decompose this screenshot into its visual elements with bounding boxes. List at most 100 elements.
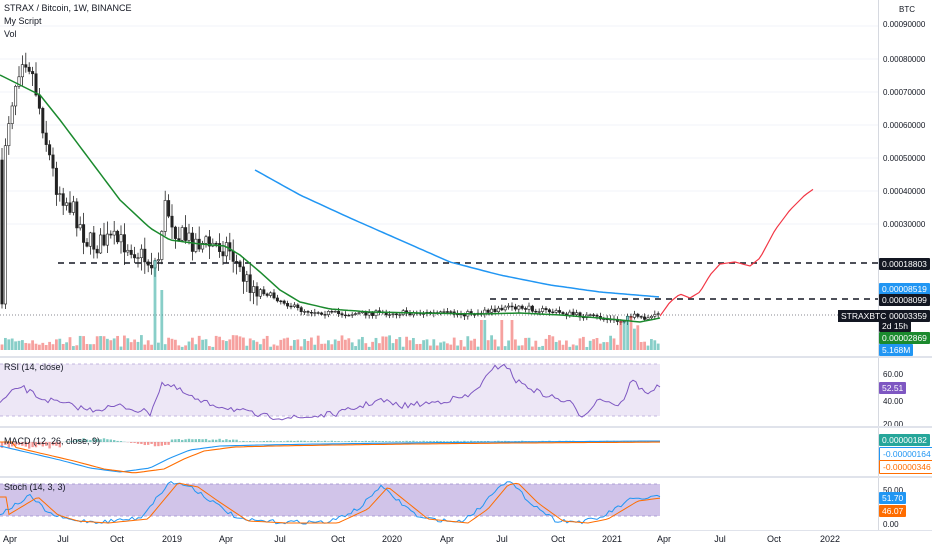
volume-bar bbox=[596, 338, 599, 350]
symbol-title: STRAX / Bitcoin, 1W, BINANCE bbox=[4, 3, 132, 13]
macd-histogram-bar bbox=[280, 441, 282, 442]
candle-body bbox=[314, 313, 316, 314]
volume-bar bbox=[171, 339, 174, 350]
candle-body bbox=[524, 308, 526, 309]
volume-bar bbox=[303, 339, 306, 350]
macd-histogram-bar bbox=[144, 442, 146, 445]
volume-bar bbox=[72, 346, 75, 350]
volume-bar bbox=[18, 341, 21, 350]
volume-bar bbox=[38, 345, 41, 350]
macd-histogram-bar bbox=[307, 441, 309, 442]
candle-body bbox=[511, 306, 513, 307]
macd-pane[interactable]: MACD (12, 26, close, 9) bbox=[0, 428, 878, 476]
rsi-band bbox=[0, 364, 660, 416]
macd-histogram-bar bbox=[436, 441, 438, 442]
candle-body bbox=[99, 235, 101, 253]
volume-bar bbox=[249, 338, 252, 350]
time-axis[interactable] bbox=[0, 530, 932, 551]
rsi-axis[interactable]: 60.00 40.00 20.00 52.51 bbox=[878, 358, 932, 426]
volume-bar bbox=[133, 340, 136, 350]
macd-histogram-bar bbox=[178, 439, 180, 442]
candle-body bbox=[331, 311, 333, 312]
candle-body bbox=[487, 310, 489, 312]
volume-bar bbox=[164, 344, 167, 350]
candle-body bbox=[307, 311, 309, 312]
candle-body bbox=[303, 311, 305, 312]
volume-bar bbox=[361, 337, 364, 350]
macd-histogram-bar bbox=[341, 441, 343, 442]
macd-histogram-bar bbox=[130, 442, 132, 443]
macd-histogram-bar bbox=[174, 439, 176, 442]
volume-bar bbox=[419, 344, 422, 350]
script-legend: My Script bbox=[4, 16, 42, 26]
stoch-axis[interactable]: 50.00 0.00 51.70 46.07 bbox=[878, 478, 932, 530]
macd-histogram-bar bbox=[113, 440, 115, 442]
volume-bar bbox=[154, 260, 157, 350]
volume-bar bbox=[538, 347, 541, 350]
stoch-pane[interactable]: Stoch (14, 3, 3) bbox=[0, 478, 878, 530]
stoch-chart[interactable] bbox=[0, 478, 878, 530]
macd-histogram-bar bbox=[426, 441, 428, 442]
price-chart[interactable] bbox=[0, 0, 878, 356]
volume-bar bbox=[402, 347, 405, 350]
candle-body bbox=[518, 306, 520, 309]
volume-bar bbox=[235, 335, 238, 350]
volume-bar bbox=[177, 345, 180, 350]
candle-body bbox=[395, 314, 397, 315]
rsi-pane[interactable]: RSI (14, close) bbox=[0, 358, 878, 426]
candle-body bbox=[572, 312, 574, 315]
volume-bar bbox=[35, 344, 38, 350]
candle-body bbox=[164, 200, 166, 231]
macd-histogram-bar bbox=[297, 441, 299, 442]
macd-histogram-bar bbox=[402, 441, 404, 442]
macd-chart[interactable] bbox=[0, 428, 878, 476]
price-pane[interactable]: STRAX / Bitcoin, 1W, BINANCE My Script V… bbox=[0, 0, 878, 356]
rsi-tick: 60.00 bbox=[883, 370, 903, 379]
candle-body bbox=[31, 71, 33, 73]
macd-histogram-bar bbox=[385, 441, 387, 442]
macd-signal-tag: -0.00000346 bbox=[879, 460, 932, 474]
macd-histogram-bar bbox=[263, 441, 265, 442]
candle-body bbox=[463, 315, 465, 316]
macd-histogram-bar bbox=[137, 442, 139, 444]
rsi-chart[interactable] bbox=[0, 358, 878, 426]
candle-body bbox=[157, 260, 159, 261]
candle-body bbox=[341, 314, 343, 315]
volume-bar bbox=[116, 336, 119, 350]
macd-histogram-bar bbox=[140, 442, 142, 444]
macd-histogram-bar bbox=[215, 440, 217, 442]
price-tick: 0.00050000 bbox=[883, 154, 925, 163]
volume-bar bbox=[28, 343, 31, 350]
volume-bar bbox=[201, 340, 204, 350]
volume-bar bbox=[188, 342, 191, 350]
candle-body bbox=[48, 145, 50, 155]
macd-histogram-bar bbox=[171, 440, 173, 442]
volume-bar bbox=[497, 346, 500, 350]
candle-body bbox=[232, 251, 234, 261]
rsi-tick: 40.00 bbox=[883, 397, 903, 406]
candle-body bbox=[300, 308, 302, 312]
volume-bar bbox=[198, 336, 201, 350]
candle-body bbox=[555, 310, 557, 312]
volume-bar bbox=[385, 337, 388, 350]
price-tick: 0.00090000 bbox=[883, 20, 925, 29]
macd-histogram-bar bbox=[310, 441, 312, 442]
volume-bar bbox=[405, 337, 408, 350]
green-moving-average bbox=[0, 75, 660, 322]
volume-bar bbox=[31, 340, 34, 350]
volume-bar bbox=[222, 340, 225, 350]
volume-bar bbox=[96, 336, 99, 350]
volume-bar bbox=[208, 346, 211, 350]
candle-body bbox=[263, 290, 265, 294]
candle-body bbox=[184, 228, 186, 241]
time-tick: 2019 bbox=[162, 534, 182, 544]
candle-body bbox=[371, 313, 373, 316]
macd-axis[interactable]: 0.00000182 -0.00000164 -0.00000346 bbox=[878, 428, 932, 476]
rsi-value-tag: 52.51 bbox=[879, 382, 906, 394]
stoch-title: Stoch (14, 3, 3) bbox=[4, 482, 66, 492]
price-axis[interactable]: BTC 0.00090000 0.00080000 0.00070000 0.0… bbox=[878, 0, 932, 356]
macd-histogram-bar bbox=[157, 442, 159, 446]
time-tick: Jul bbox=[714, 534, 726, 544]
candle-body bbox=[589, 315, 591, 316]
rsi-title: RSI (14, close) bbox=[4, 362, 64, 372]
